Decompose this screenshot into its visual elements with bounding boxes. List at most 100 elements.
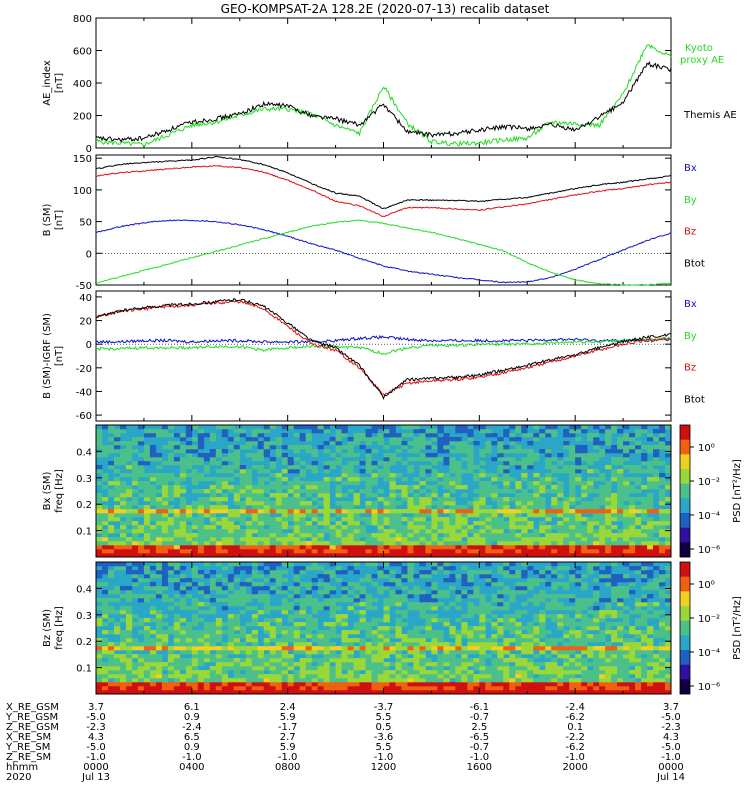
- spectrogram-cell: [605, 574, 612, 579]
- spectrogram-cell: [221, 533, 229, 538]
- spectrogram-cell: [623, 674, 630, 679]
- spectrogram-cell: [503, 509, 510, 514]
- spectrogram-cell: [551, 533, 558, 538]
- spectrogram-cell: [635, 441, 642, 446]
- spectrogram-cell: [665, 513, 672, 518]
- spectrogram-cell: [233, 670, 241, 675]
- spectrogram-cell: [413, 658, 420, 663]
- spectrogram-cell: [479, 537, 486, 542]
- spectrogram-cell: [365, 493, 372, 498]
- spectrogram-cell: [473, 545, 480, 550]
- spectrogram-cell: [359, 525, 366, 530]
- spectrogram-cell: [107, 686, 115, 691]
- spectrogram-cell: [137, 473, 145, 478]
- spectrogram-cell: [293, 682, 300, 687]
- spectrogram-cell: [161, 485, 169, 490]
- spectrogram-cell: [569, 485, 576, 490]
- spectrogram-cell: [437, 505, 444, 510]
- spectrogram-cell: [365, 469, 372, 474]
- spectrogram-cell: [161, 682, 169, 687]
- spectrogram-cell: [275, 477, 282, 482]
- spectrogram-cell: [659, 678, 666, 683]
- spectrogram-cell: [299, 473, 306, 478]
- spectrogram-cell: [125, 457, 133, 462]
- spectrogram-cell: [407, 497, 414, 502]
- spectrogram-cell: [383, 429, 390, 434]
- spectrogram-cell: [365, 437, 372, 442]
- series-line-kyoto-proxy-ae: [95, 44, 672, 148]
- spectrogram-cell: [96, 622, 103, 627]
- spectrogram-cell: [665, 541, 672, 546]
- spectrogram-cell: [275, 654, 282, 659]
- spectrogram-cell: [347, 662, 354, 667]
- spectrogram-cell: [257, 449, 265, 454]
- spectrogram-cell: [551, 690, 558, 695]
- spectrogram-cell: [275, 690, 282, 695]
- spectrogram-cell: [599, 521, 606, 526]
- spectrogram-cell: [623, 509, 630, 514]
- spectrogram-cell: [407, 545, 414, 550]
- spectrogram-cell: [575, 453, 582, 458]
- spectrogram-cell: [539, 513, 546, 518]
- spectrogram-cell: [449, 658, 456, 663]
- spectrogram-cell: [509, 541, 516, 546]
- spectrogram-cell: [263, 578, 270, 583]
- colorbar-tick-label: 10⁻⁶: [698, 545, 720, 556]
- spectrogram-cell: [479, 650, 486, 655]
- y-tick-label: 0.3: [76, 474, 92, 485]
- spectrogram-cell: [263, 598, 270, 603]
- spectrogram-cell: [611, 610, 618, 615]
- spectrogram-cell: [485, 517, 492, 522]
- spectrogram-cell: [563, 529, 570, 534]
- spectrogram-cell: [251, 553, 259, 558]
- spectrogram-cell: [143, 682, 151, 687]
- spectrogram-cell: [503, 562, 510, 567]
- spectrogram-cell: [317, 662, 324, 667]
- spectrogram-cell: [257, 541, 265, 546]
- spectrogram-cell: [449, 521, 456, 526]
- spectrogram-cell: [407, 678, 414, 683]
- spectrogram-cell: [545, 433, 552, 438]
- spectrogram-cell: [401, 634, 408, 639]
- spectrogram-cell: [401, 553, 408, 558]
- spectrogram-cell: [173, 513, 181, 518]
- spectrogram-cell: [305, 686, 312, 691]
- spectrogram-cell: [527, 541, 534, 546]
- spectrogram-cell: [557, 574, 564, 579]
- spectrogram-cell: [665, 602, 672, 607]
- spectrogram-cell: [575, 541, 582, 546]
- spectrogram-cell: [251, 521, 259, 526]
- spectrogram-cell: [227, 489, 235, 494]
- spectrogram-cell: [275, 590, 282, 595]
- spectrogram-cell: [155, 614, 163, 619]
- spectrogram-cell: [641, 541, 648, 546]
- spectrogram-cell: [341, 634, 348, 639]
- spectrogram-cell: [437, 445, 444, 450]
- spectrogram-cell: [257, 662, 265, 667]
- spectrogram-cell: [365, 626, 372, 631]
- spectrogram-cell: [461, 521, 468, 526]
- spectrogram-cell: [305, 690, 312, 695]
- spectrogram-cell: [287, 690, 294, 695]
- spectrogram-cell: [281, 513, 288, 518]
- spectrogram-cell: [389, 521, 396, 526]
- colorbar-segment: [680, 620, 690, 636]
- spectrogram-cell: [179, 469, 187, 474]
- spectrogram-cell: [461, 686, 468, 691]
- spectrogram-cell: [467, 658, 474, 663]
- spectrogram-cell: [311, 425, 318, 430]
- spectrogram-cell: [197, 433, 205, 438]
- spectrogram-cell: [497, 529, 504, 534]
- spectrogram-cell: [275, 485, 282, 490]
- ephemeris-row-label: Y_RE_SM: [5, 742, 50, 753]
- spectrogram-cell: [449, 469, 456, 474]
- spectrogram-cell: [473, 541, 480, 546]
- spectrogram-cell: [233, 485, 241, 490]
- spectrogram-cell: [623, 505, 630, 510]
- spectrogram-cell: [599, 670, 606, 675]
- spectrogram-cell: [149, 489, 157, 494]
- spectrogram-cell: [491, 642, 498, 647]
- spectrogram-cell: [185, 465, 193, 470]
- spectrogram-cell: [455, 545, 462, 550]
- spectrogram-cell: [335, 614, 342, 619]
